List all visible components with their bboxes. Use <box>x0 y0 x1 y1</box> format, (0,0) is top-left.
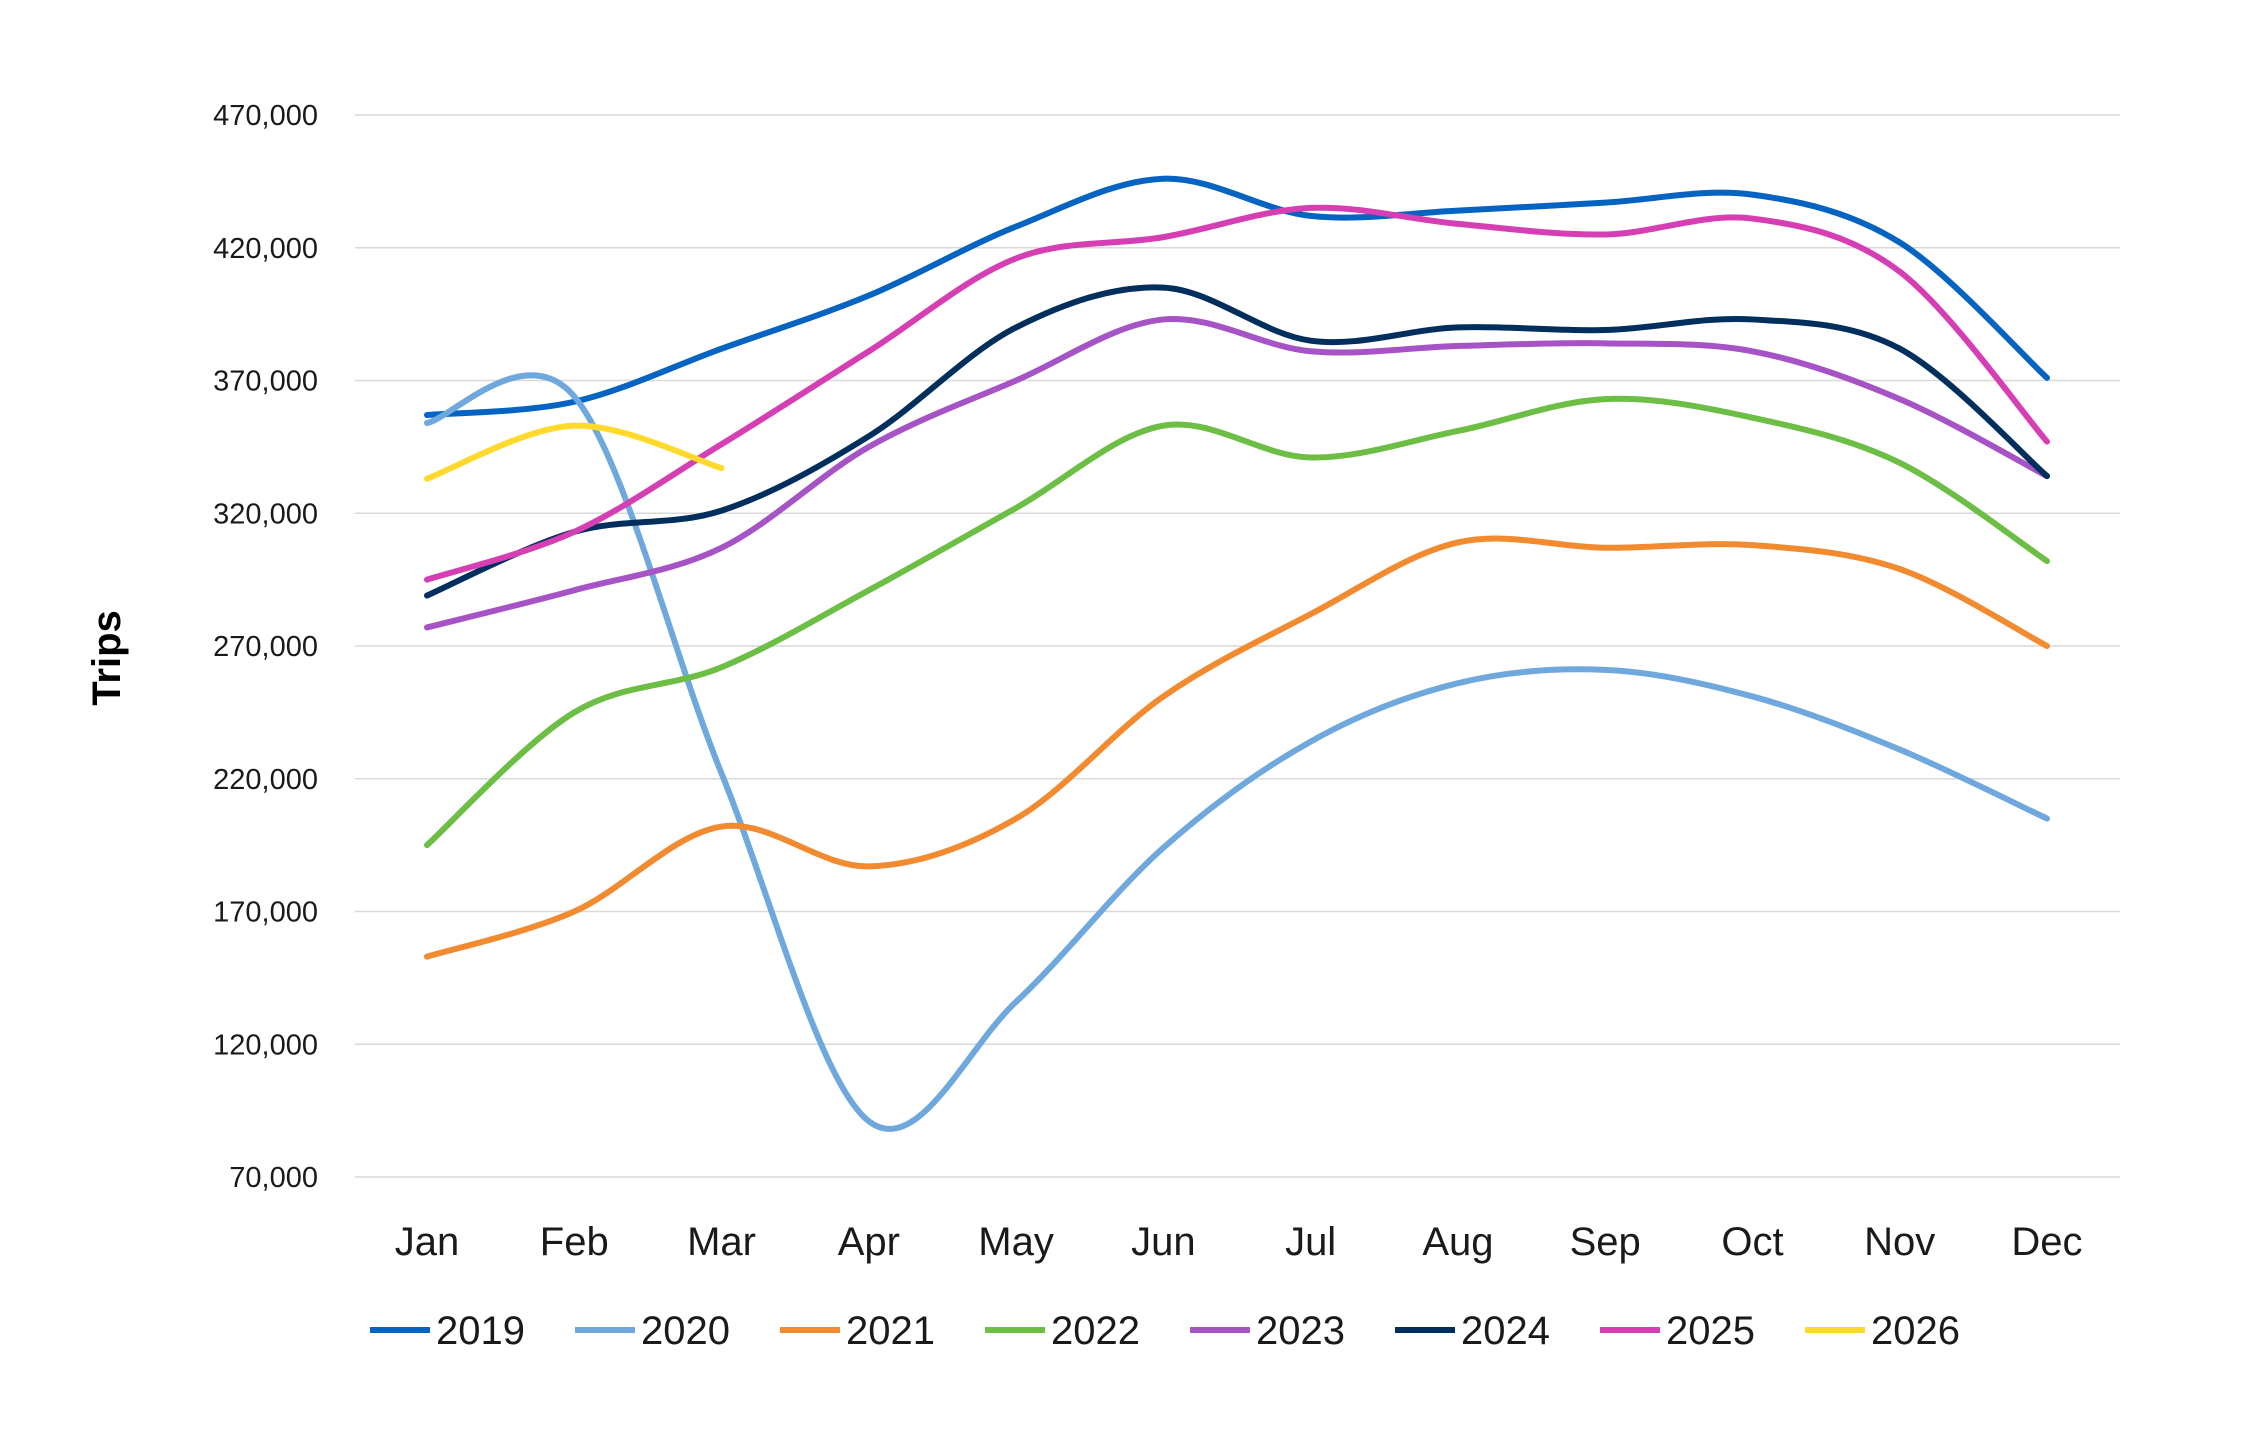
gridlines <box>355 114 2120 1178</box>
x-tick-label: Nov <box>1864 1220 1935 1264</box>
x-tick-label: Jun <box>1131 1220 1196 1264</box>
y-axis-ticks: 70,000 120,000 170,000 220,000 270,000 320,00… <box>213 100 318 1194</box>
legend-label-2019: 2019 <box>436 1309 525 1353</box>
y-axis-title: Trips <box>85 610 129 706</box>
series-line-2025 <box>424 204 2050 583</box>
x-tick-label: May <box>978 1220 1054 1264</box>
legend-label-2021: 2021 <box>846 1309 935 1353</box>
x-tick-label: Feb <box>540 1220 609 1264</box>
y-tick-label: 470,000 <box>213 100 318 132</box>
y-tick-label: 370,000 <box>213 366 318 398</box>
series-line-2024 <box>424 284 2050 599</box>
series-line-2020 <box>424 372 2050 1132</box>
legend-label-2026: 2026 <box>1871 1309 1960 1353</box>
y-tick-label: 220,000 <box>213 764 318 796</box>
x-tick-label: Aug <box>1422 1220 1493 1264</box>
y-tick-label: 420,000 <box>213 233 318 265</box>
x-tick-label: Dec <box>2011 1220 2082 1264</box>
x-tick-label: Sep <box>1570 1220 1641 1264</box>
series-line-2019 <box>424 175 2050 419</box>
x-tick-label: Jul <box>1285 1220 1336 1264</box>
y-tick-label: 270,000 <box>213 631 318 663</box>
y-tick-label: 120,000 <box>213 1029 318 1061</box>
y-tick-label: 170,000 <box>213 897 318 929</box>
y-tick-label: 320,000 <box>213 498 318 530</box>
legend-label-2022: 2022 <box>1051 1309 1140 1353</box>
y-tick-label: 70,000 <box>229 1162 318 1194</box>
series-line-2026 <box>424 422 725 482</box>
legend-label-2023: 2023 <box>1256 1309 1345 1353</box>
x-axis-ticks: Jan Feb Mar Apr May Jun Jul Aug Sep Oct Nov Dec <box>395 1220 2083 1264</box>
series-line-2021 <box>424 535 2050 960</box>
x-tick-label: Jan <box>395 1220 460 1264</box>
series-line-2022 <box>424 395 2050 849</box>
x-tick-label: Oct <box>1721 1220 1783 1264</box>
x-tick-label: Mar <box>687 1220 756 1264</box>
x-tick-label: Apr <box>838 1220 900 1264</box>
legend-label-2025: 2025 <box>1666 1309 1755 1353</box>
legend: 2019 2020 2021 2022 2023 2024 2025 2026 <box>370 1309 1960 1353</box>
series-lines <box>424 175 2050 1132</box>
legend-label-2024: 2024 <box>1461 1309 1550 1353</box>
legend-label-2020: 2020 <box>641 1309 730 1353</box>
series-line-2023 <box>424 315 2050 631</box>
